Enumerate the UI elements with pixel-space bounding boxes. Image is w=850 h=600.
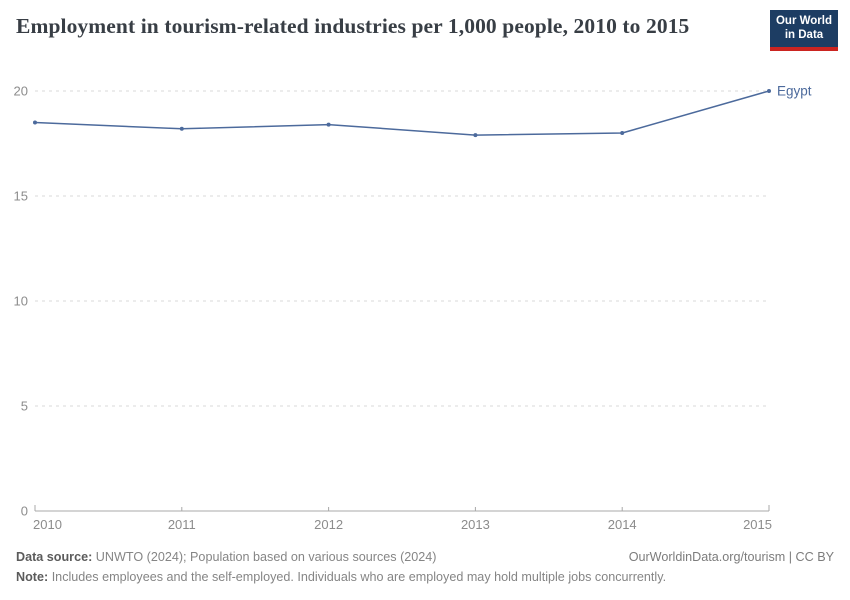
- series-end-label-egypt: Egypt: [777, 84, 812, 99]
- x-axis-tick-label-2015: 2015: [743, 517, 772, 532]
- owid-logo[interactable]: Our World in Data: [770, 10, 838, 51]
- data-source-label: Data source:: [16, 550, 93, 564]
- owid-logo-line2: in Data: [784, 28, 824, 41]
- y-axis-tick-label-10: 10: [14, 294, 28, 309]
- y-axis-tick-label-5: 5: [21, 399, 28, 414]
- note-text: Includes employees and the self-employed…: [51, 570, 667, 584]
- data-point-egypt-2010: [33, 120, 37, 125]
- owid-logo-line1: Our World: [775, 15, 832, 27]
- x-axis-tick-label-2011: 2011: [168, 517, 196, 532]
- data-line-egypt: [34, 90, 770, 136]
- x-axis-tick-label-2013: 2013: [461, 517, 490, 532]
- x-axis-tick-label-2012: 2012: [314, 517, 343, 532]
- data-source-line: Data source: UNWTO (2024); Population ba…: [16, 547, 436, 567]
- y-axis-tick-label-15: 15: [14, 189, 28, 204]
- chart-footer: Data source: UNWTO (2024); Population ba…: [16, 547, 834, 587]
- data-point-egypt-2013: [473, 133, 478, 138]
- line-chart: 0 5 10 15 20 2010 2011 2012 2013 2014 2015 Egypt: [14, 84, 812, 533]
- y-axis-tick-label-0: 0: [21, 504, 28, 519]
- data-point-egypt-2012: [326, 122, 331, 127]
- y-axis-tick-label-20: 20: [14, 84, 28, 99]
- chart-title: Employment in tourism-related industries…: [16, 14, 690, 38]
- data-point-egypt-2014: [620, 131, 625, 135]
- data-point-egypt-2015: [767, 89, 771, 93]
- note-line: Note: Includes employees and the self-em…: [16, 567, 666, 587]
- data-point-egypt-2011: [179, 126, 184, 131]
- owid-license-link[interactable]: OurWorldinData.org/tourism | CC BY: [628, 550, 834, 564]
- data-source-text: UNWTO (2024); Population based on variou…: [95, 550, 437, 564]
- note-label: Note:: [16, 570, 49, 584]
- x-axis-tick-label-2010: 2010: [33, 517, 62, 532]
- x-axis-tick-label-2014: 2014: [608, 517, 637, 532]
